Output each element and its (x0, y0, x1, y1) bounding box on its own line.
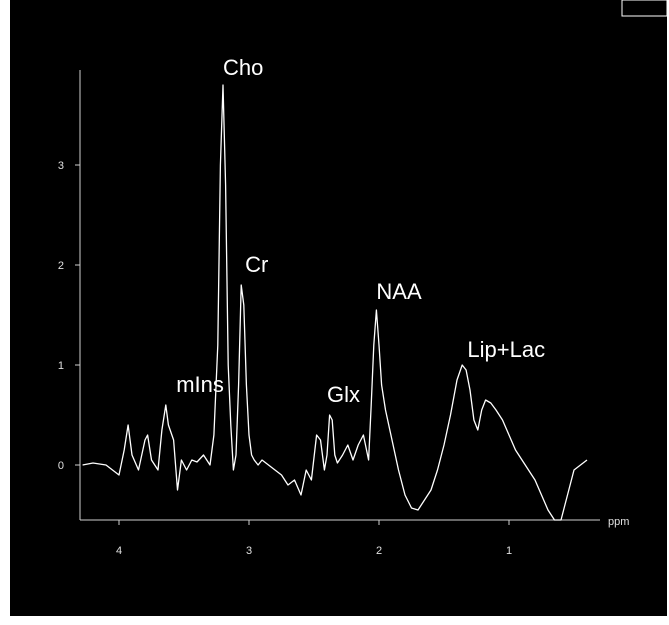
peak-label-glx: Glx (327, 382, 360, 407)
peak-label-cr: Cr (245, 252, 268, 277)
chart-background (10, 0, 667, 616)
y-tick-label: 3 (58, 160, 64, 172)
peak-annotations: Cho Cr mIns Glx NAA Lip+Lac (176, 55, 545, 407)
y-tick-label: 1 (58, 360, 64, 372)
x-axis-label: ppm (608, 516, 629, 528)
x-tick-label: 1 (506, 545, 512, 557)
y-tick-label: 2 (58, 260, 64, 272)
axis-ticks: 0 1 2 3 4 3 2 1 (58, 160, 512, 557)
peak-label-cho: Cho (223, 55, 263, 80)
spectrum-line (82, 84, 588, 521)
x-tick-label: 3 (246, 545, 252, 557)
peak-label-mins: mIns (176, 372, 224, 397)
x-tick-label: 4 (116, 545, 122, 557)
peak-label-naa: NAA (376, 279, 422, 304)
x-tick-label: 2 (376, 545, 382, 557)
peak-label-lip-lac: Lip+Lac (467, 337, 545, 362)
y-tick-label: 0 (58, 460, 64, 472)
corner-frame (621, 0, 668, 17)
